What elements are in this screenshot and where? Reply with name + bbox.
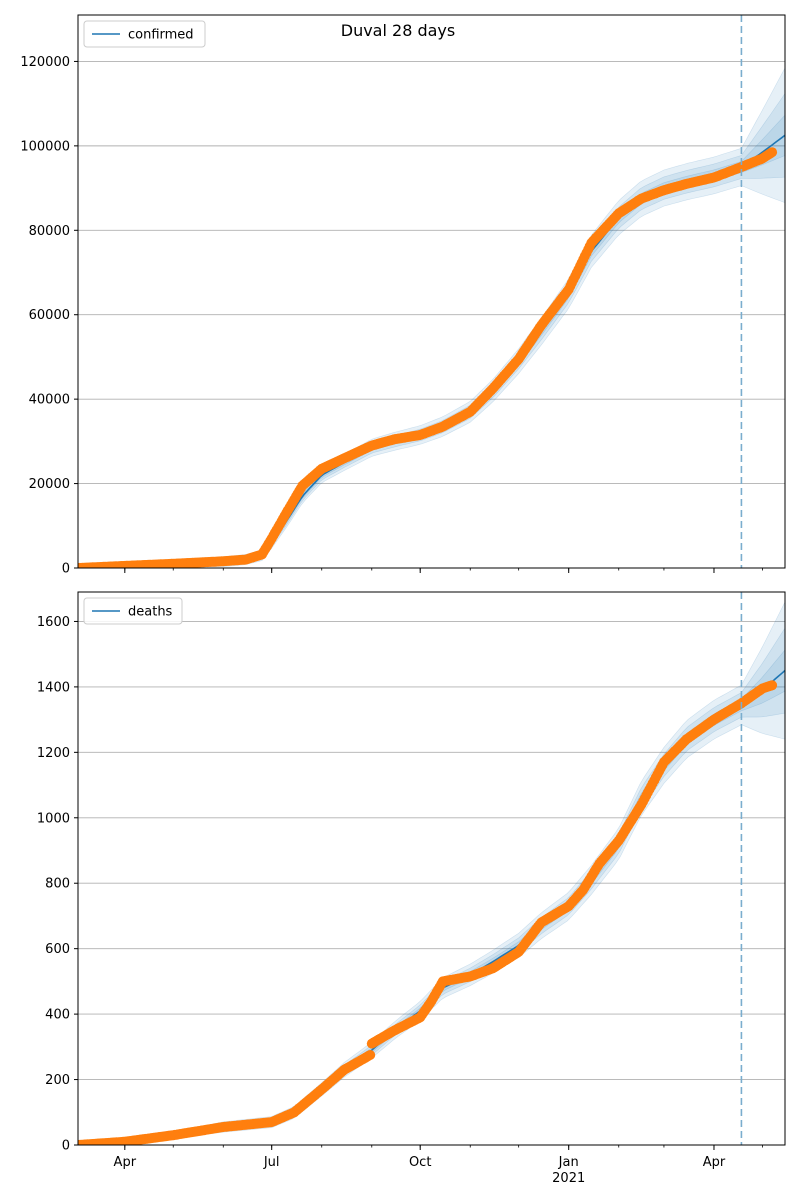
- legend-label: confirmed: [128, 28, 194, 43]
- plot-area: [78, 601, 785, 1145]
- y-tick-label: 40000: [29, 393, 70, 408]
- deaths-panel: 0 200 400 600 800 1000 1200 1400 1600 Apr Jul Oct Ja…: [37, 591, 786, 1186]
- legend: deaths: [83, 597, 183, 625]
- observed-point: [365, 1050, 376, 1060]
- y-tick-label: 100000: [20, 139, 70, 154]
- figure-title: Duval 28 days: [341, 21, 455, 40]
- uncertainty-band: [78, 67, 785, 568]
- y-tick-label: 800: [45, 877, 70, 892]
- y-tick-label: 1000: [37, 811, 70, 826]
- x-tick-label: Apr: [703, 1155, 726, 1170]
- x-tick-label: Apr: [114, 1155, 137, 1170]
- x-tick-label: Oct: [409, 1155, 431, 1170]
- y-tick-label: 600: [45, 942, 70, 957]
- y-tick-label: 60000: [29, 308, 70, 323]
- y-tick-label: 200: [45, 1073, 70, 1088]
- y-tick-label: 80000: [29, 224, 70, 239]
- observed-point: [767, 147, 778, 158]
- plot-area: [78, 67, 785, 568]
- uncertainty-band: [78, 601, 785, 1145]
- legend-box: [83, 20, 206, 48]
- legend-label: deaths: [128, 605, 173, 620]
- uncertainty-band: [78, 92, 785, 568]
- axes-frame: [77, 591, 786, 1146]
- x-tick-label: Jul: [263, 1155, 280, 1170]
- y-tick-label: 0: [62, 562, 70, 577]
- confirmed-panel: 0 20000 40000 60000 80000 100000 120000 confirm…: [20, 14, 786, 577]
- legend: confirmed: [83, 20, 206, 48]
- observed-point: [767, 680, 778, 691]
- y-tick-label: 0: [62, 1139, 70, 1154]
- y-tick-label: 1600: [37, 615, 70, 630]
- x-tick-label: Jan: [558, 1155, 579, 1170]
- legend-box: [83, 597, 183, 625]
- uncertainty-band: [78, 627, 785, 1145]
- y-tick-label: 1400: [37, 680, 70, 695]
- x-year-label: 2021: [552, 1171, 585, 1186]
- y-tick-label: 1200: [37, 746, 70, 761]
- y-tick-label: 400: [45, 1008, 70, 1023]
- y-tick-label: 120000: [20, 55, 70, 70]
- y-tick-label: 20000: [29, 477, 70, 492]
- uncertainty-band: [78, 649, 785, 1145]
- axes-frame: [77, 14, 786, 569]
